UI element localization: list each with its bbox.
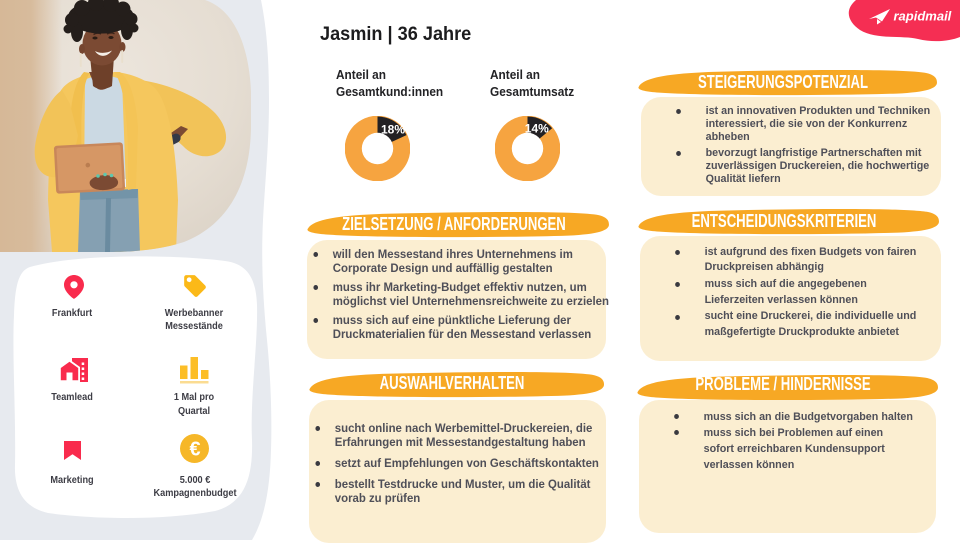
svg-text:rapidmail: rapidmail (894, 9, 952, 24)
svg-text:€: € (189, 438, 200, 460)
svg-text:18%: 18% (381, 123, 405, 137)
svg-text:14%: 14% (524, 122, 548, 136)
